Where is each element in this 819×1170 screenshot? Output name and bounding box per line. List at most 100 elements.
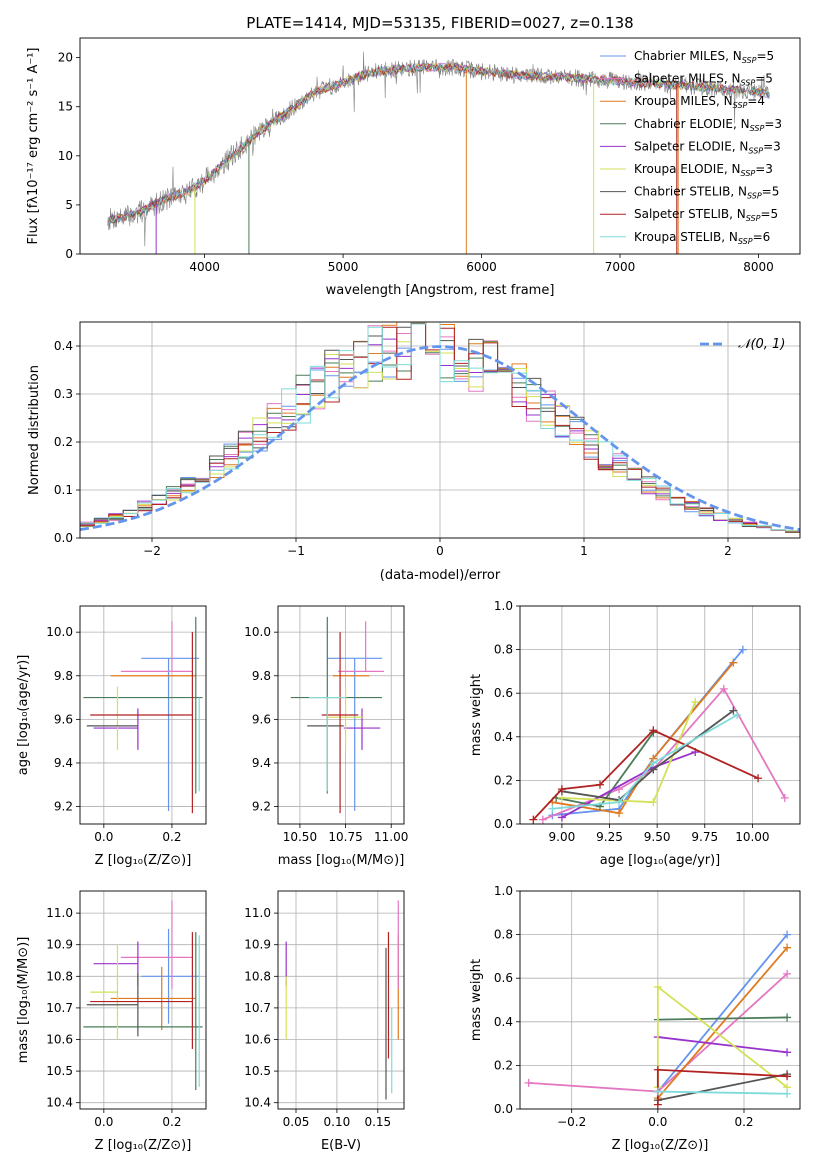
y-tick-label: 10.0 [46,625,73,639]
y-tick-label: 0.6 [494,686,513,700]
x-tick-label: 0.2 [162,830,181,844]
weight-marker-s_ste [653,1100,662,1109]
age_vs_Z-y-label: age [log₁₀(age/yr)] [16,655,31,776]
weight-marker-s_ste [649,726,658,735]
x-tick-label: −0.2 [557,1115,586,1129]
y-tick-label: 0.0 [494,1102,513,1116]
age_vs_mass-axes [274,606,404,828]
weight-marker-k_mil [729,658,738,667]
weight-marker-c_mil [738,645,747,654]
spectrum-x-label: wavelength [Angstrom, rest frame] [326,283,555,298]
y-tick-label: 0 [65,247,73,261]
mass_vs_ebv-x-label: E(B-V) [321,1138,361,1153]
figure-title: PLATE=1414, MJD=53135, FIBERID=0027, z=0… [246,14,633,32]
legend-label-c_mil: Chabrier MILES, NSSP=5 [634,49,774,65]
y-tick-label: 10.6 [46,1032,73,1046]
y-tick-label: 10.7 [46,1001,73,1015]
y-tick-label: 0.8 [494,643,513,657]
weight_vs_Z-frame [519,890,801,1110]
y-tick-label: 0.4 [494,1015,513,1029]
y-tick-label: 0.6 [494,971,513,985]
x-tick-label: 10.75 [328,830,362,844]
age_vs_mass-x-label: mass [log₁₀(M/M⊙)] [278,853,405,868]
y-tick-label: 10.4 [46,1096,73,1110]
y-tick-label: 10.4 [244,1096,271,1110]
y-tick-label: 0.4 [494,730,513,744]
weight-marker-k_elo [691,697,700,706]
x-tick-label: 7000 [605,260,636,274]
weight-marker-k_ste [548,804,557,813]
y-tick-label: 15 [58,100,73,114]
residual-histogram-k_ste [80,322,800,533]
weight_vs_age-x-label: age [log₁₀(age/yr)] [600,853,721,868]
y-tick-label: 10.7 [244,1001,271,1015]
weight-line-c_mil [552,649,744,817]
y-tick-label: 10.9 [244,938,271,952]
y-tick-label: 10.8 [244,969,271,983]
x-tick-label: 6000 [466,260,497,274]
weight-line-c_ste [657,1073,788,1102]
x-tick-label: 0.10 [324,1115,351,1129]
mass_vs_ebv-frame [277,890,405,1110]
y-tick-label: 0.8 [494,928,513,942]
legend-label-k_mil: Kroupa MILES, NSSP=4 [634,94,765,110]
weight-marker-k_mil [615,809,624,818]
x-tick-label: 0.05 [283,1115,310,1129]
y-tick-label: 11.0 [244,906,271,920]
y-tick-label: 11.0 [46,906,73,920]
mass_vs_Z-y-label: mass [log₁₀(M/M⊙)] [16,937,31,1064]
y-tick-label: 0.0 [494,817,513,831]
x-tick-label: 0.2 [162,1115,181,1129]
y-tick-label: 1.0 [494,884,513,898]
mass_vs_Z-x-label: Z [log₁₀(Z/Z⊙)] [95,1138,192,1153]
y-tick-label: 0.0 [54,531,73,545]
weight-marker-c_mil [783,930,792,939]
weight-marker-c_elo [783,1013,792,1022]
y-tick-label: 10.5 [244,1064,271,1078]
age_vs_Z-frame [79,605,207,825]
weight-marker-s_elo [783,1048,792,1057]
weight-marker-s_mil [780,793,789,802]
weight_vs_age-axes [516,605,800,828]
y-tick-label: 0.4 [54,339,73,353]
y-tick-label: 0.2 [494,773,513,787]
spectrum-axes [76,57,759,258]
weight-line-c_mil [657,934,788,1093]
x-tick-label: 0.15 [364,1115,391,1129]
y-tick-label: 0.3 [54,387,73,401]
y-tick-label: 9.6 [252,712,271,726]
x-tick-label: 0.0 [94,830,113,844]
x-tick-label: 2 [724,544,732,558]
x-tick-label: 1 [580,544,588,558]
y-tick-label: 9.8 [54,669,73,683]
y-tick-label: 5 [65,198,73,212]
x-tick-label: 11.00 [374,830,408,844]
weight-marker-c_ste [729,706,738,715]
y-tick-label: 9.6 [54,712,73,726]
weight_vs_Z-x-label: Z [log₁₀(Z/Z⊙)] [612,1138,709,1153]
x-tick-label: 9.25 [596,830,623,844]
y-tick-label: 20 [58,51,73,65]
histogram-frame [79,321,801,539]
normal-curve [80,345,800,531]
weight-marker-s_ste [653,1065,662,1074]
y-tick-label: 1.0 [494,599,513,613]
weight-marker-k_elo [649,798,658,807]
weight-line-c_elo [657,1016,788,1021]
weight-marker-s_ste [596,780,604,789]
weight-line-s_mil [542,687,786,821]
x-tick-label: 0.0 [94,1115,113,1129]
y-tick-label: 10.6 [244,1032,271,1046]
weight_vs_Z-y-label: mass weight [469,959,484,1041]
weight-marker-k_ste [615,798,624,807]
weight-marker-s_elo [557,813,566,822]
y-tick-label: 9.2 [252,800,271,814]
y-tick-label: 10.0 [244,625,271,639]
age_vs_mass-frame [277,605,405,825]
weight-marker-k_ste [733,711,742,719]
x-tick-label: 0 [436,544,444,558]
x-tick-label: 0.2 [734,1115,753,1129]
model-spectrum-s_ste [107,62,770,224]
weight-marker-s_ste [754,774,763,783]
y-tick-label: 0.2 [494,1058,513,1072]
